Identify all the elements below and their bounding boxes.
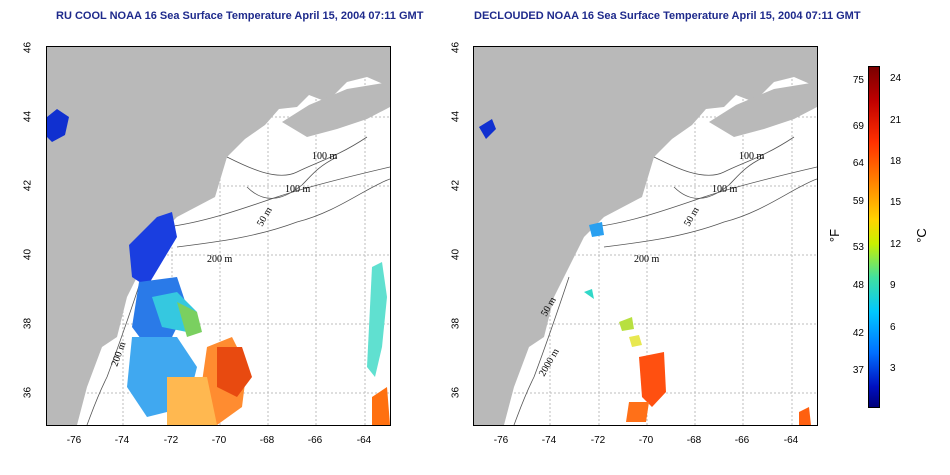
left-contour-label-100m-a: 100 m: [312, 151, 338, 162]
right-bathymetry-contours: [513, 136, 817, 425]
colorbar-f-48: 48: [852, 280, 864, 291]
right-lon-label-72: -72: [590, 435, 606, 446]
right-lat-label-36: 36: [450, 386, 462, 399]
right-lon-label-66: -66: [734, 435, 750, 446]
right-lat-label-46: 46: [450, 41, 462, 54]
colorbar-c-15: 15: [890, 197, 902, 208]
colorbar-f-53: 53: [852, 242, 864, 253]
right-contour-label-50m-a: 50 m: [682, 205, 702, 228]
colorbar-fahrenheit-unit: °F: [827, 228, 843, 243]
temperature-colorbar: [868, 66, 880, 408]
right-map-title: DECLOUDED NOAA 16 Sea Surface Temperatur…: [474, 10, 861, 22]
left-lat-label-46: 46: [22, 41, 34, 54]
colorbar-c-9: 9: [890, 280, 896, 291]
left-lon-label-64: -64: [356, 435, 372, 446]
right-map-canvas: 100 m 100 m 50 m 200 m 50 m 2000 m: [474, 47, 817, 425]
colorbar-c-12: 12: [890, 239, 902, 250]
left-lon-label-68: -68: [259, 435, 275, 446]
left-contour-label-50m: 50 m: [255, 205, 275, 228]
right-lat-label-38: 38: [450, 317, 462, 330]
colorbar-f-59: 59: [852, 196, 864, 207]
left-map-panel: 100 m 100 m 50 m 200 m 200 m: [46, 46, 391, 426]
right-contour-label-200m: 200 m: [634, 254, 660, 265]
right-lat-label-44: 44: [450, 110, 462, 123]
colorbar-f-64: 64: [852, 158, 864, 169]
right-lat-label-40: 40: [450, 248, 462, 261]
left-lon-label-72: -72: [163, 435, 179, 446]
right-contour-label-2000m: 2000 m: [537, 347, 562, 379]
colorbar-c-3: 3: [890, 363, 896, 374]
right-land-mass: [474, 47, 817, 425]
left-nova-scotia: [282, 82, 390, 137]
left-lat-label-38: 38: [22, 317, 34, 330]
left-lon-label-76: -76: [66, 435, 82, 446]
left-lat-label-44: 44: [22, 110, 34, 123]
right-lon-label-64: -64: [783, 435, 799, 446]
colorbar-c-21: 21: [890, 115, 902, 126]
left-lat-label-42: 42: [22, 179, 34, 192]
colorbar-c-24: 24: [890, 73, 902, 84]
left-land-mass: [47, 47, 390, 425]
right-lon-label-70: -70: [638, 435, 654, 446]
right-lat-label-42: 42: [450, 179, 462, 192]
right-lon-label-68: -68: [686, 435, 702, 446]
colorbar-celsius-unit: °C: [913, 228, 929, 243]
colorbar-f-69: 69: [852, 121, 864, 132]
left-lon-label-70: -70: [211, 435, 227, 446]
right-lon-label-76: -76: [493, 435, 509, 446]
left-lat-label-36: 36: [22, 386, 34, 399]
left-lon-label-66: -66: [307, 435, 323, 446]
right-map-panel: 100 m 100 m 50 m 200 m 50 m 2000 m: [473, 46, 818, 426]
colorbar-f-42: 42: [852, 328, 864, 339]
colorbar-f-75: 75: [852, 75, 864, 86]
left-contour-label-200m-a: 200 m: [207, 254, 233, 265]
left-lat-label-40: 40: [22, 248, 34, 261]
right-contour-label-100m-b: 100 m: [712, 184, 738, 195]
left-bathymetry-contours: [86, 136, 390, 425]
left-contour-label-100m-b: 100 m: [285, 184, 311, 195]
colorbar-f-37: 37: [852, 365, 864, 376]
left-map-canvas: 100 m 100 m 50 m 200 m 200 m: [47, 47, 390, 425]
left-contour-label-200m-b: 200 m: [109, 340, 128, 368]
right-lon-label-74: -74: [541, 435, 557, 446]
left-lon-label-74: -74: [114, 435, 130, 446]
colorbar-c-18: 18: [890, 156, 902, 167]
left-sst-pixels: [47, 109, 390, 425]
colorbar-c-6: 6: [890, 322, 896, 333]
right-contour-label-100m-a: 100 m: [739, 151, 765, 162]
right-nova-scotia: [709, 82, 817, 137]
right-sst-pixels: [479, 119, 811, 425]
left-map-title: RU COOL NOAA 16 Sea Surface Temperature …: [56, 10, 424, 22]
